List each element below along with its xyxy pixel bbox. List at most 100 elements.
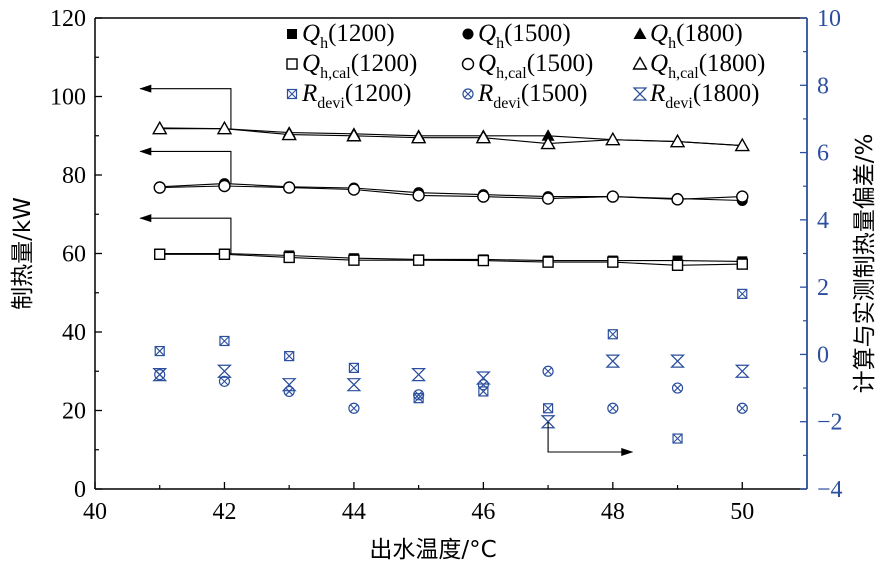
data-point-Rdevi1500-43 [283, 385, 295, 398]
data-point-Qcal1200-43 [283, 251, 295, 264]
legend-label-subscript: h,cal [668, 65, 699, 82]
data-point-Qcal1800-45 [410, 129, 427, 144]
legend-label-Qh1200: Qh(1200) [302, 20, 395, 52]
data-point-Rdevi1200-49 [672, 433, 683, 444]
legend-label-Rdevi1200: Rdevi(1200) [301, 80, 411, 112]
data-point-Rdevi1800-44 [346, 378, 362, 392]
y-left-tick-label: 80 [62, 163, 86, 189]
legend-label-main: Q [302, 20, 320, 47]
legend-label-subscript: devi [665, 95, 693, 112]
legend-label-rest: (1200) [351, 50, 418, 77]
legend-label-rest: (1200) [345, 80, 412, 107]
data-point-Rdevi1800-50 [734, 364, 750, 378]
data-point-Qcal1200-44 [348, 254, 360, 266]
data-point-Rdevi1800-48 [605, 354, 621, 368]
data-point-Qcal1200-42 [218, 248, 231, 260]
data-point-Qcal1800-43 [281, 126, 297, 141]
data-point-Qcal1200-47 [542, 256, 554, 268]
x-tick-label: 46 [471, 499, 495, 525]
legend-label-Qh1500: Qh(1500) [478, 20, 571, 52]
legend-entry-Qcal1500: Qh,cal(1500) [461, 50, 593, 82]
data-point-Rdevi1200-43 [284, 351, 295, 362]
legend: Qh(1200) Qh(1500) Qh(1800)Qh,cal(1200) Qh,c… [286, 20, 766, 112]
legend-label-Rdevi1800: Rdevi(1800) [649, 80, 759, 112]
data-point-Rdevi1500-44 [348, 402, 360, 414]
data-point-Qcal1800-42 [216, 120, 233, 135]
x-tick-label: 40 [83, 499, 107, 525]
data-point-Qcal1500-43 [282, 181, 296, 194]
data-point-Qcal1500-44 [347, 183, 361, 196]
legend-label-subscript: h,cal [320, 65, 351, 82]
data-point-Qcal1800-47 [540, 135, 556, 150]
data-point-Rdevi1800-47 [540, 415, 556, 429]
data-point-Qcal1500-48 [606, 190, 620, 203]
legend-label-rest: (1500) [521, 80, 588, 107]
y-left-tick-label: 60 [62, 242, 86, 268]
y-right-tick-label: 0 [817, 342, 829, 368]
legend-label-rest: (1800) [676, 20, 743, 47]
data-point-Qcal1500-45 [412, 189, 425, 202]
data-point-Qcal1800-48 [605, 131, 621, 146]
legend-label-rest: (1800) [699, 50, 766, 77]
data-point-Rdevi1800-45 [411, 368, 427, 382]
data-point-Rdevi1800-49 [670, 354, 685, 368]
legend-label-main: R [649, 80, 665, 107]
data-point-Rdevi1500-49 [671, 382, 684, 394]
arrow-1200-left-axis [139, 214, 232, 254]
data-point-Rdevi1200-48 [607, 329, 618, 340]
legend-entry-Qcal1200: Qh,cal(1200) [286, 50, 417, 82]
arrow-1800-left-axis [139, 84, 232, 129]
data-point-Qcal1800-46 [475, 129, 492, 144]
legend-label-subscript: h [496, 35, 504, 52]
arrow-1500-left-axis [139, 147, 232, 184]
data-point-Rdevi1200-41 [154, 345, 165, 357]
data-point-Qcal1200-45 [412, 254, 425, 266]
legend-entry-Qh1200: Qh(1200) [287, 20, 395, 52]
legend-label-main: Q [650, 20, 668, 47]
data-point-Qcal1800-44 [346, 127, 362, 142]
legend-entry-Rdevi1200: Rdevi(1200) [286, 80, 411, 112]
data-point-Rdevi1500-45 [413, 389, 425, 401]
data-point-Rdevi1500-46 [477, 379, 489, 391]
y-left-tick-label: 120 [50, 6, 86, 32]
legend-label-Qh1800: Qh(1800) [650, 20, 743, 52]
x-tick-label: 50 [730, 499, 754, 525]
data-point-Qcal1200-50 [736, 258, 748, 270]
arrow-deviation-right-axis [547, 421, 634, 456]
y-right-tick-label: −2 [817, 410, 843, 436]
legend-label-rest: (1500) [504, 20, 571, 47]
data-point-Rdevi1500-42 [218, 375, 231, 387]
y-right-tick-label: 6 [817, 141, 829, 167]
y-left-tick-label: 100 [50, 85, 86, 111]
x-tick-label: 42 [212, 499, 236, 525]
y-left-tick-label: 40 [62, 320, 86, 346]
data-point-Qcal1500-47 [541, 192, 555, 205]
legend-entry-Rdevi1800: Rdevi(1800) [632, 80, 759, 112]
legend-symbol-Qh1200 [287, 29, 297, 39]
y-left-axis-title: 制热量/kW [10, 197, 36, 310]
data-point-Rdevi1800-46 [475, 371, 491, 385]
legend-symbol-Rdevi1800 [632, 87, 648, 101]
data-point-Qcal1800-49 [669, 133, 686, 148]
data-point-Rdevi1200-50 [737, 288, 748, 299]
legend-label-Qcal1200: Qh,cal(1200) [302, 50, 417, 82]
series-markers [152, 120, 750, 444]
x-axis-title: 出水温度/°C [369, 537, 496, 563]
data-point-Rdevi1200-47 [542, 403, 554, 414]
legend-symbol-Rdevi1200 [286, 88, 298, 100]
y-left-tick-label: 0 [74, 477, 86, 503]
data-point-Rdevi1200-42 [219, 335, 230, 347]
legend-symbol-Rdevi1500 [462, 88, 474, 100]
legend-label-rest: (1200) [328, 20, 395, 47]
legend-entry-Qcal1800: Qh,cal(1800) [632, 50, 766, 82]
x-tick-label: 48 [601, 499, 625, 525]
x-tick-label: 44 [342, 499, 366, 525]
legend-label-main: Q [650, 50, 668, 77]
data-point-Qcal1200-49 [671, 259, 684, 271]
axes: 40 42 44 46 48 50020406080100120−4−20246810出水… [10, 6, 878, 563]
legend-label-subscript: h [668, 35, 676, 52]
data-point-Rdevi1500-48 [607, 402, 619, 414]
data-point-Rdevi1500-50 [736, 402, 748, 414]
legend-label-rest: (1800) [693, 80, 760, 107]
